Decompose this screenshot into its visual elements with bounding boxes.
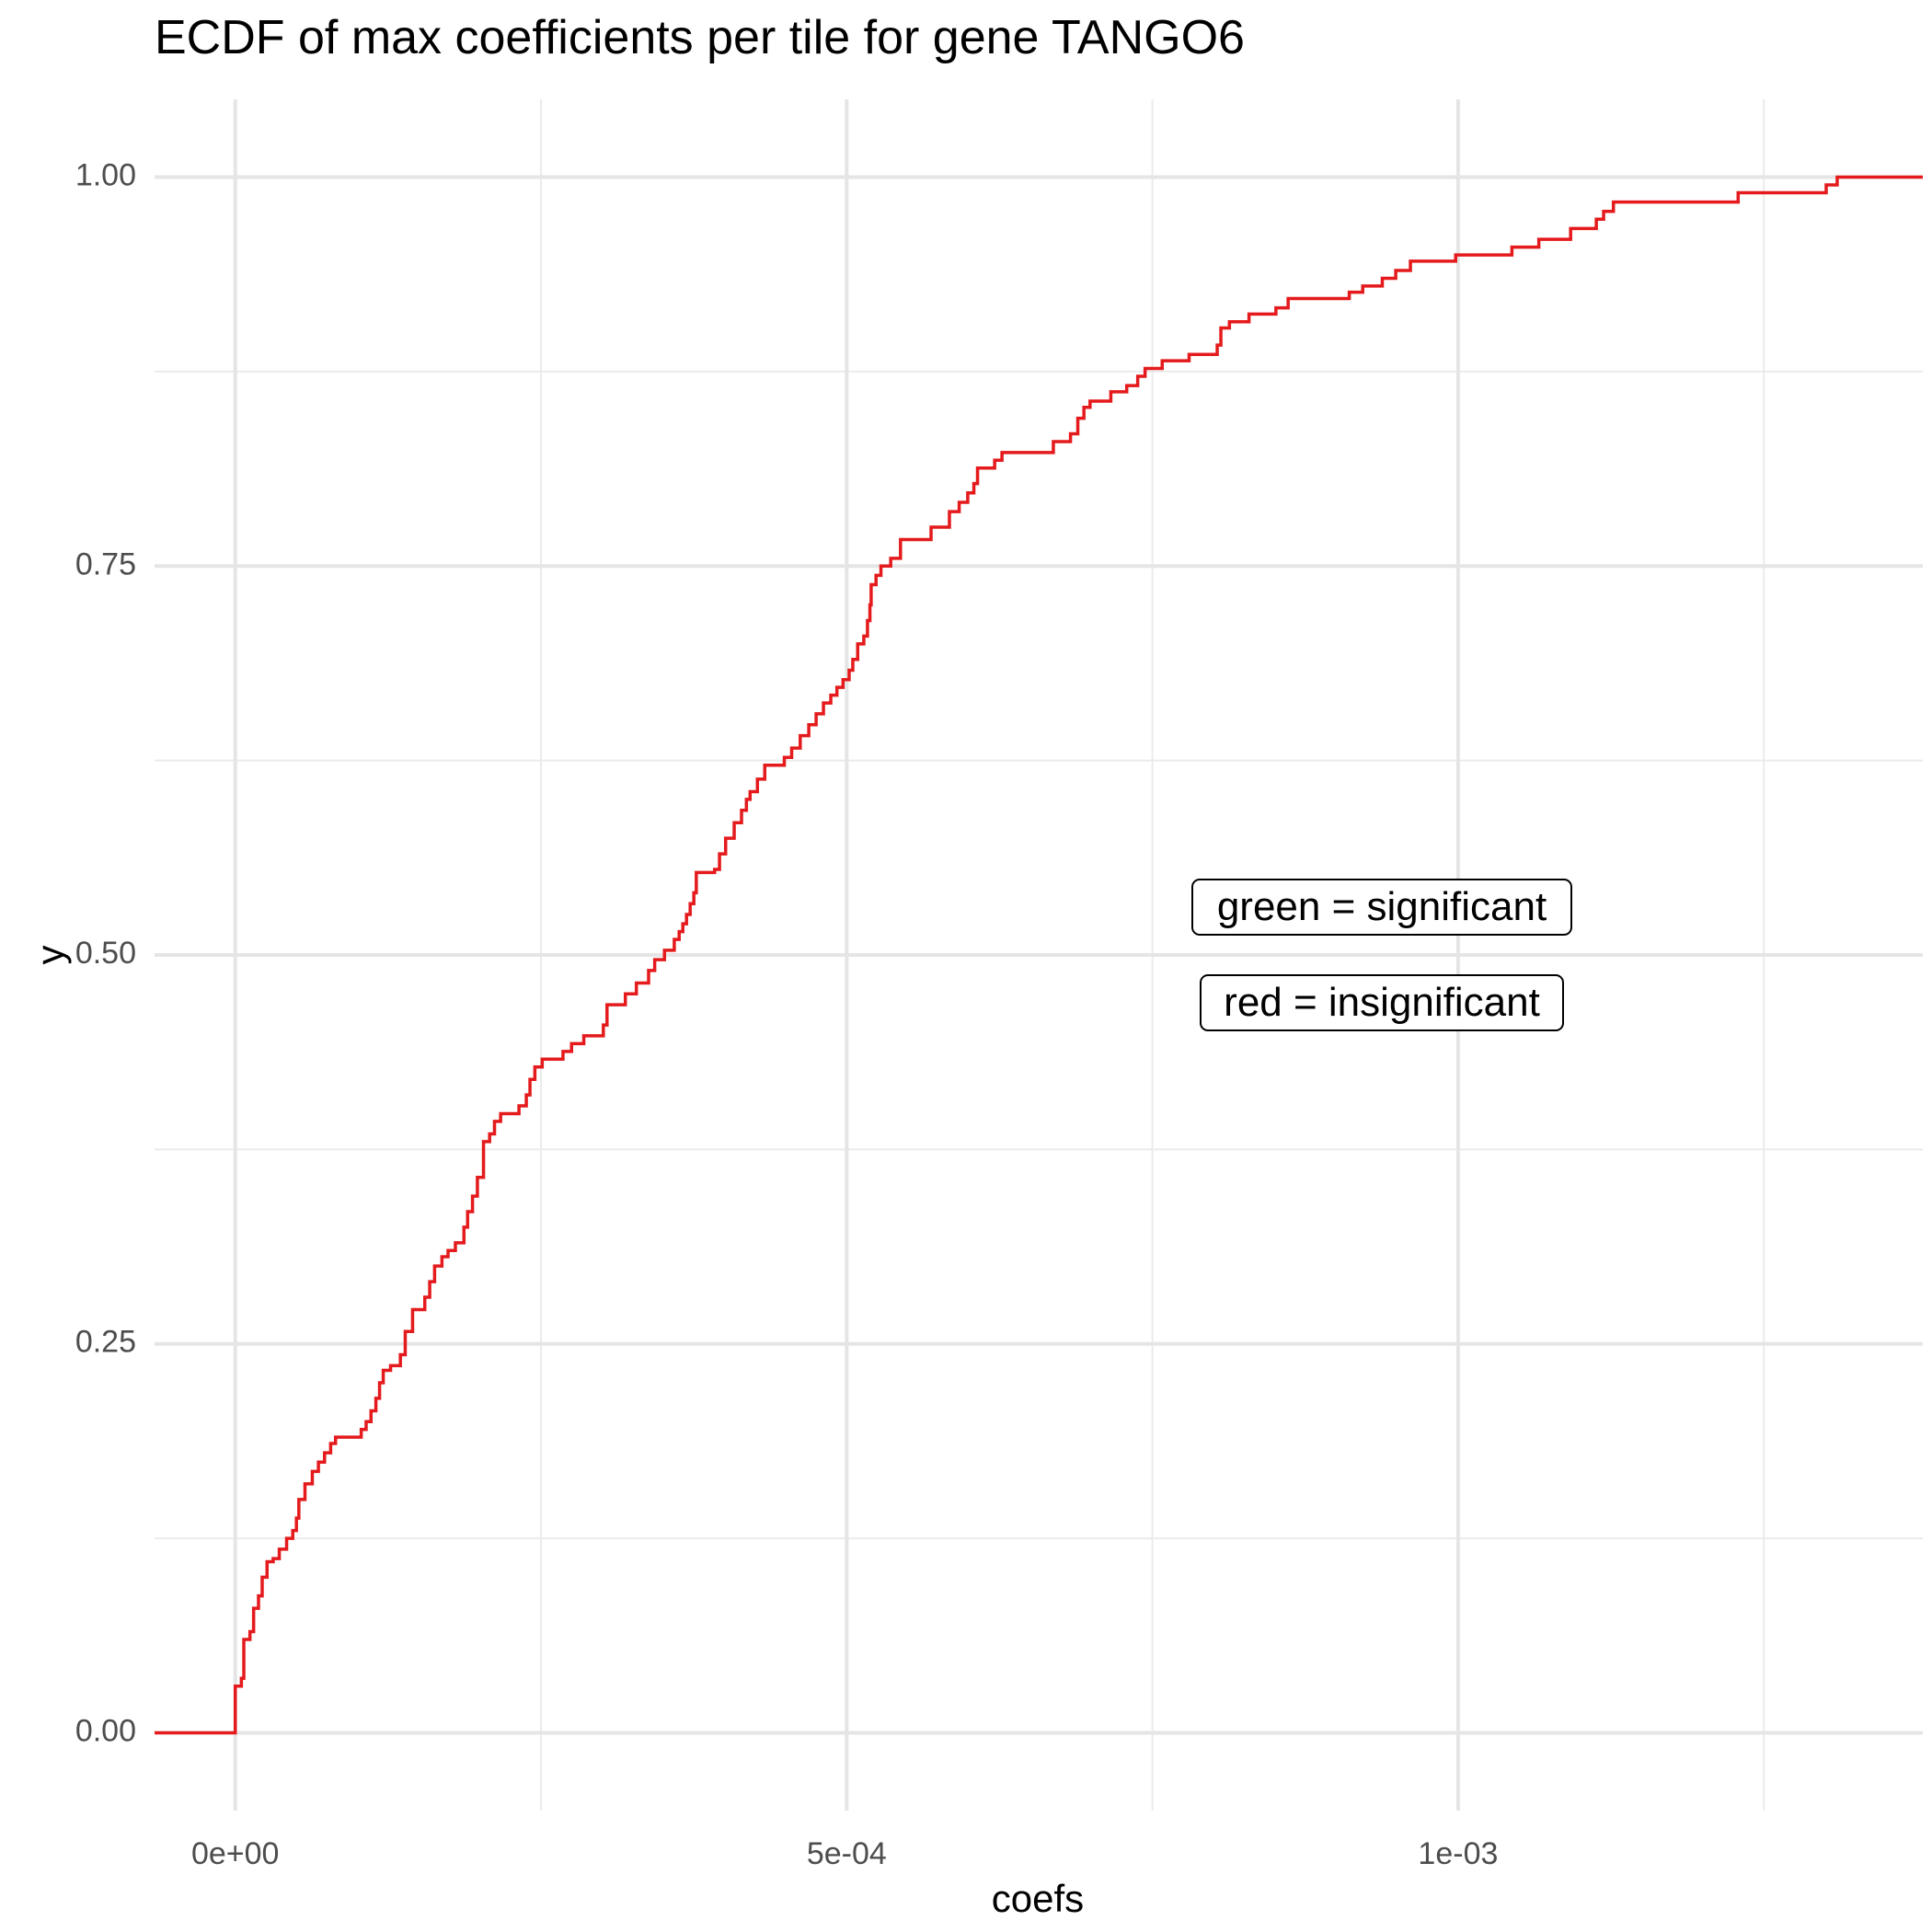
y-axis-label: y: [29, 946, 72, 965]
annotation-significant-text: green = significant: [1217, 884, 1547, 929]
annotation-layer: green = significant red = insignificant: [1191, 879, 1572, 1031]
ecdf-series-line: [155, 175, 1923, 1735]
x-axis-label: coefs: [992, 1877, 1084, 1920]
y-tick-label: 0.50: [75, 936, 136, 971]
x-tick-label: 5e-04: [807, 1836, 887, 1871]
chart-title: ECDF of max coefficients per tile for ge…: [155, 11, 1245, 64]
annotation-insignificant: red = insignificant: [1200, 974, 1564, 1031]
annotation-significant-box: [1191, 879, 1572, 936]
x-tick-label: 0e+00: [191, 1836, 280, 1871]
x-tick-label: 1e-03: [1418, 1836, 1498, 1871]
annotation-significant: green = significant: [1191, 879, 1572, 936]
line-layer: [155, 175, 1923, 1735]
y-tick-label: 0.75: [75, 546, 136, 581]
y-tick-label: 0.25: [75, 1325, 136, 1360]
y-tick-label: 1.00: [75, 158, 136, 193]
annotation-insignificant-box: [1200, 974, 1564, 1031]
grid-layer: [155, 99, 1923, 1811]
annotation-insignificant-text: red = insignificant: [1224, 980, 1540, 1025]
y-tick-label: 0.00: [75, 1713, 136, 1748]
tick-layer: 0.00 0.25 0.50 0.75 1.00 0e+00 5e-04 1e-03: [75, 158, 1499, 1871]
